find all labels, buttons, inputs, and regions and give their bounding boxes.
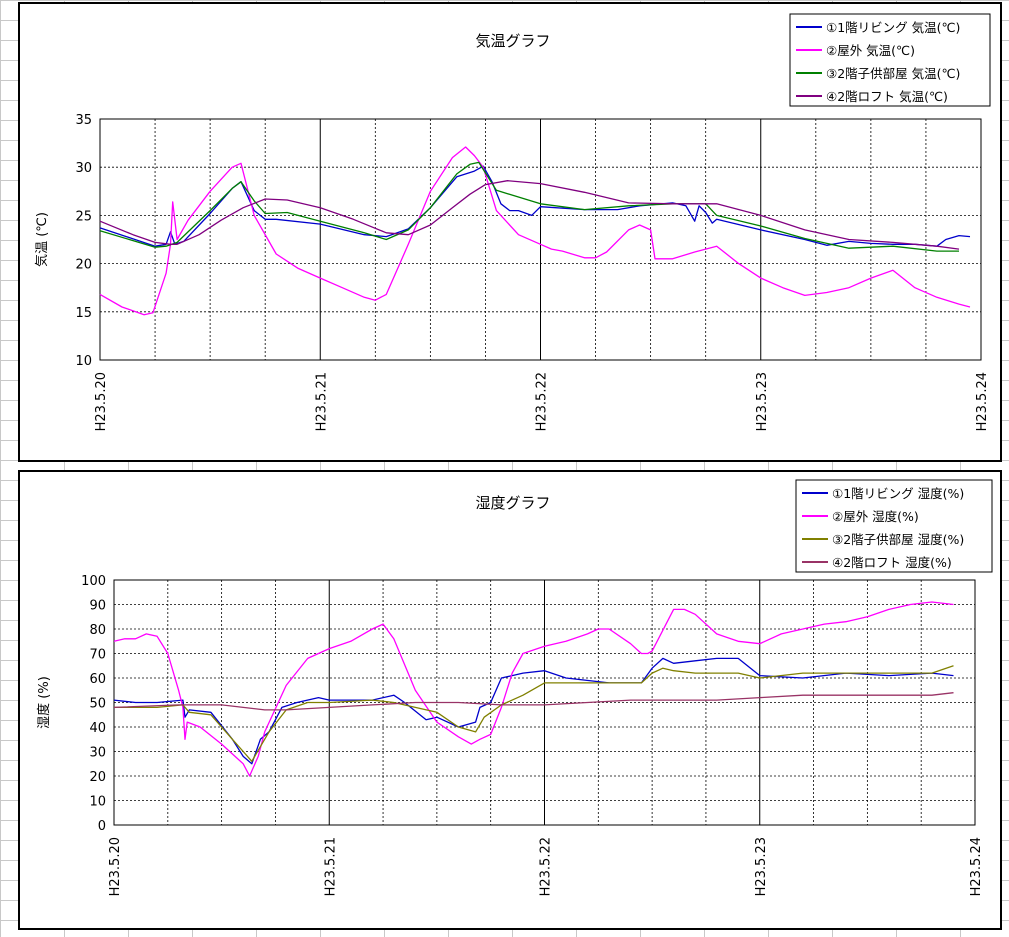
legend-label-1: ①1階リビング 気温(℃)	[826, 20, 960, 35]
legend-label-3: ③2階子供部屋 湿度(%)	[832, 532, 964, 547]
temperature-chart-svg: 気温グラフ 10 15 20 25 30 35 H23.5.20 H23.5.21 H23.5.2…	[34, 13, 991, 431]
y-tick-label: 90	[89, 599, 106, 614]
series-line-3	[114, 665, 954, 762]
y-axis-label: 気温 (℃)	[34, 212, 50, 267]
y-tick-label: 10	[75, 354, 92, 369]
legend-label-4: ④2階ロフト 湿度(%)	[832, 555, 952, 570]
y-tick-label: 25	[75, 209, 92, 224]
series-line-2	[99, 146, 971, 316]
legend-label-1: ①1階リビング 湿度(%)	[832, 486, 964, 501]
x-tick-label: H23.5.21	[314, 372, 329, 431]
legend-label-4: ④2階ロフト 気温(℃)	[826, 89, 948, 104]
series-line-4	[99, 180, 960, 250]
y-tick-label: 40	[89, 721, 106, 736]
chart-title: 湿度グラフ	[475, 494, 550, 512]
x-tick-label: H23.5.23	[755, 372, 770, 431]
x-tick-label: H23.5.22	[535, 372, 550, 431]
x-tick-label: H23.5.20	[94, 372, 109, 431]
x-tick-label: H23.5.20	[108, 837, 123, 896]
series-line-2	[113, 601, 954, 777]
x-tick-label: H23.5.22	[539, 837, 554, 896]
series-line-4	[113, 692, 954, 711]
y-tick-label: 20	[75, 258, 92, 273]
y-tick-label: 80	[89, 623, 106, 638]
temperature-chart: 気温グラフ 10 15 20 25 30 35 H23.5.20 H23.5.21 H23.5.2…	[18, 2, 1002, 462]
y-axis-label: 湿度 (%)	[36, 676, 52, 729]
y-tick-label: 15	[75, 306, 92, 321]
y-tick-label: 35	[75, 113, 92, 128]
y-tick-label: 30	[75, 161, 92, 176]
y-tick-label: 50	[89, 697, 106, 712]
chart-title: 気温グラフ	[475, 32, 550, 50]
legend-label-2: ②屋外 気温(℃)	[826, 43, 915, 58]
y-tick-label: 20	[89, 770, 106, 785]
humidity-chart-svg: 湿度グラフ 0 10 20 30 40 50 60 70 80 90 100 H23.5.20 H23.5…	[36, 479, 993, 896]
legend-box	[795, 479, 993, 573]
series-line-3	[99, 161, 959, 252]
legend-box	[789, 13, 991, 107]
x-tick-label: H23.5.23	[754, 837, 769, 896]
legend-label-3: ③2階子供部屋 気温(℃)	[826, 66, 960, 81]
y-tick-label: 60	[89, 672, 106, 687]
x-tick-label: H23.5.21	[323, 837, 338, 896]
humidity-chart: 湿度グラフ 0 10 20 30 40 50 60 70 80 90 100 H23.5.20 H23.5…	[18, 470, 1002, 930]
y-tick-label: 10	[89, 795, 106, 810]
x-tick-label: H23.5.24	[969, 837, 984, 896]
y-tick-label: 100	[81, 574, 106, 589]
y-tick-label: 0	[98, 819, 106, 834]
x-tick-label: H23.5.24	[975, 372, 990, 431]
y-tick-label: 70	[89, 648, 106, 663]
y-tick-label: 30	[89, 746, 106, 761]
legend-label-2: ②屋外 湿度(%)	[832, 509, 919, 524]
